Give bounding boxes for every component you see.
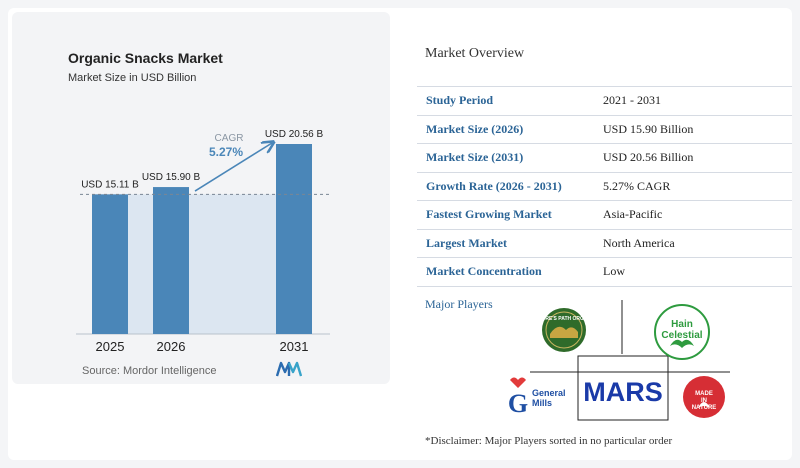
table-row: Fastest Growing Market Asia-Pacific [417,200,792,230]
table-row: Largest Market North America [417,229,792,258]
x-tick-label: 2031 [280,339,309,354]
general-mills-text: General Mills [532,388,566,408]
metric-label: Market Size (2031) [417,143,603,173]
metric-value: USD 15.90 Billion [603,115,792,144]
natures-path-logo: NATURE'S PATH ORGANIC [532,308,597,352]
growth-band [92,194,312,334]
bar-2031 [276,144,312,334]
cagr-value: 5.27% [209,145,243,159]
x-tick-label: 2026 [157,339,186,354]
svg-text:G: G [508,389,528,418]
made-in-nature-text: MADE IN NATURE [692,391,717,411]
source-text: Source: Mordor Intelligence [82,365,217,377]
table-row: Market Concentration Low [417,257,792,287]
metric-value: 5.27% CAGR [603,172,792,201]
metric-value: Asia-Pacific [603,200,792,230]
bar-2026 [153,187,189,334]
bar-value-label: USD 20.56 B [265,129,324,140]
metric-value: North America [603,229,792,258]
made-in-nature-logo: MADE IN NATURE [683,376,725,418]
table-row: Growth Rate (2026 - 2031) 5.27% CAGR [417,172,792,201]
cagr-label: CAGR [215,133,244,144]
market-overview-table: Study Period 2021 - 2031 Market Size (20… [417,86,792,287]
chart-subtitle: Market Size in USD Billion [68,72,197,84]
metric-value: Low [603,257,792,287]
table-row: Study Period 2021 - 2031 [417,86,792,116]
major-players-heading: Major Players [425,297,493,311]
metric-label: Study Period [417,86,603,116]
mars-logo: MARS [583,377,663,407]
metric-label: Market Size (2026) [417,115,603,144]
metric-label: Fastest Growing Market [417,200,603,230]
bar-value-label: USD 15.90 B [142,172,201,183]
cagr-arrow-icon [194,143,272,192]
metric-value: 2021 - 2031 [603,86,792,116]
disclaimer-text: *Disclaimer: Major Players sorted in no … [425,435,673,447]
market-overview-heading: Market Overview [425,46,525,61]
x-tick-label: 2025 [96,339,125,354]
metric-label: Market Concentration [417,257,603,287]
logo-divider [577,355,669,421]
hain-celestial-text: Hain Celestial [661,319,702,341]
metric-value: USD 20.56 Billion [603,143,792,173]
chart-title: Organic Snacks Market [68,50,223,66]
table-row: Market Size (2031) USD 20.56 Billion [417,143,792,173]
general-mills-logo: G General Mills [508,377,566,418]
table-row: Market Size (2026) USD 15.90 Billion [417,115,792,144]
mordor-intelligence-logo-icon [276,361,302,377]
major-players-logo-grid: NATURE'S PATH ORGANIC Hain Celestial G Ge… [508,300,730,421]
bar-value-label: USD 15.11 B [81,179,139,190]
metric-label: Largest Market [417,229,603,258]
hain-celestial-logo: Hain Celestial [654,304,710,360]
natures-path-text: NATURE'S PATH ORGANIC [532,316,597,322]
bar-2025 [92,194,128,334]
metric-label: Growth Rate (2026 - 2031) [417,172,603,201]
